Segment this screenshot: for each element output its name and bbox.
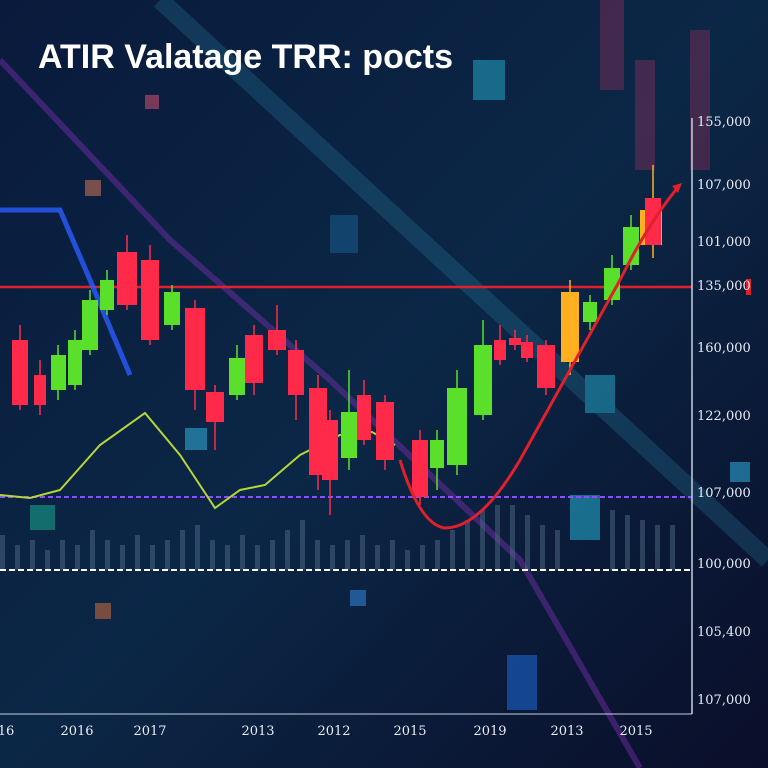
x-tick-label: 2017 [133,724,166,739]
trend-line [0,207,133,376]
y-tick-label: 135,000 [697,279,751,294]
chart-title: ATIR Valatage TRR: pocts [38,38,453,76]
y-tick-label: 105,400 [697,625,751,640]
y-tick-label: 107,000 [697,486,751,501]
x-tick-label: 2013 [550,724,583,739]
x-tick-label: 2016 [60,724,93,739]
y-tick-label: 107,000 [697,693,751,708]
x-tick-label: 2012 [317,724,350,739]
x-tick-label: 2013 [241,724,274,739]
price-marker [746,279,751,295]
arrow-head [672,183,682,193]
projection-curve [398,184,682,530]
y-tick-label: 101,000 [697,235,751,250]
volume-bars [0,495,675,570]
y-tick-labels: 155,000 107,000 101,000 135,000 160,000 122,0… [697,115,751,708]
y-tick-label: 122,000 [697,409,751,424]
y-tick-label: 100,000 [697,557,751,572]
y-tick-label: 107,000 [697,178,751,193]
x-tick-label: 2015 [393,724,426,739]
x-tick-label: 2019 [473,724,506,739]
x-tick-label: 16 [0,724,14,739]
x-tick-label: 2015 [619,724,652,739]
moving-average [0,411,396,510]
y-tick-label: 160,000 [697,341,751,356]
x-tick-labels: 16 2016 2017 2013 2012 2015 2019 2013 2015 [0,724,653,739]
y-tick-label: 155,000 [697,115,751,130]
